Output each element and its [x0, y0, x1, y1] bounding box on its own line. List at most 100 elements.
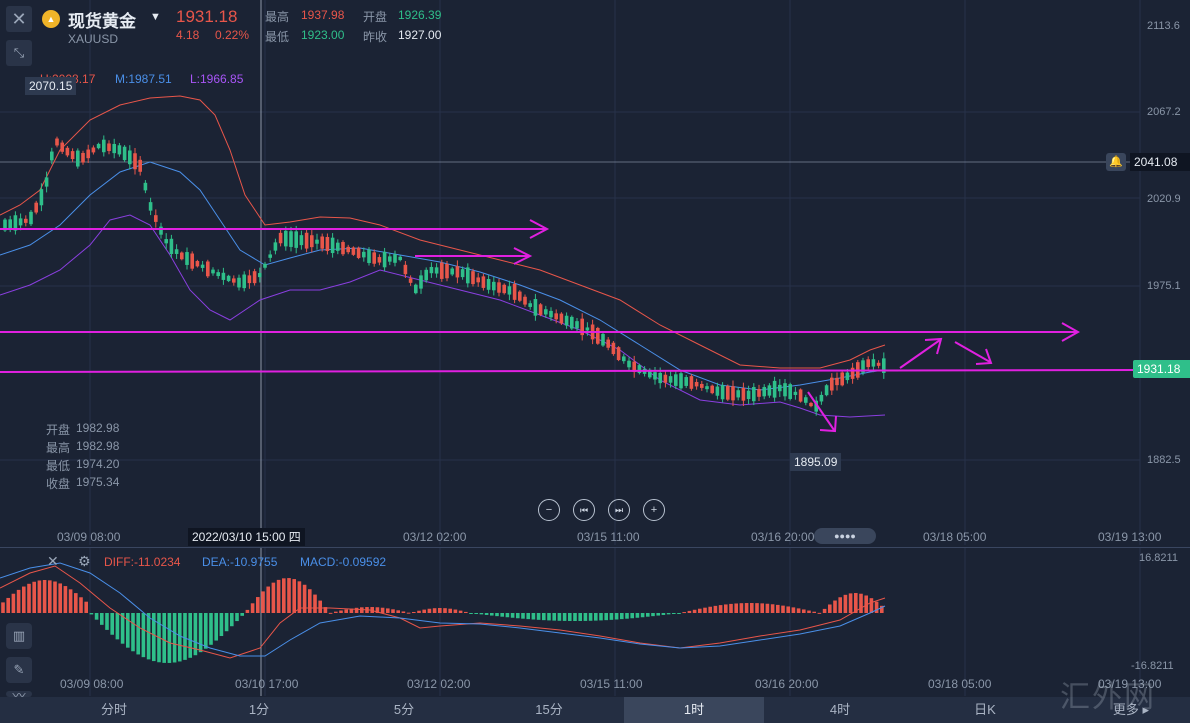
price-axis-tick: 1975.1: [1147, 280, 1181, 292]
candle-body: [861, 360, 865, 373]
candle-body: [533, 298, 538, 316]
candle-body: [658, 372, 662, 384]
ohlc-high-value: 1982.98: [76, 439, 120, 453]
candle-body: [564, 315, 569, 326]
candle-body: [351, 247, 356, 255]
skip-back-icon[interactable]: ⏮: [573, 499, 595, 521]
macd-time-tick: 03/10 17:00: [235, 677, 299, 691]
candle-body: [96, 143, 101, 149]
candle-body: [237, 277, 241, 288]
more-button[interactable]: 更多 ▸: [1112, 702, 1150, 717]
macd-bar: [334, 611, 338, 613]
tab-timeframe[interactable]: 4时: [829, 702, 851, 717]
more-label: 更多: [1112, 702, 1139, 717]
candle-body: [684, 377, 688, 386]
macd-dea-label: DEA:-10.9755: [202, 555, 278, 569]
macd-bar: [84, 601, 88, 613]
macd-axis-bottom: -16.8211: [1131, 660, 1174, 672]
macd-bar: [682, 612, 686, 614]
skip-forward-icon[interactable]: ⏭: [608, 499, 630, 521]
candle-style-icon[interactable]: ▥: [6, 623, 32, 649]
candle-body: [471, 271, 475, 285]
macd-bar: [807, 610, 811, 613]
indicator-icon[interactable]: 〰: [6, 691, 32, 697]
macd-bar: [370, 607, 374, 613]
candle-body: [637, 365, 642, 374]
macd-bar: [235, 613, 239, 622]
macd-bar: [250, 603, 255, 613]
candle-body: [13, 215, 18, 231]
candle-body: [403, 264, 408, 275]
current-level-line: [0, 369, 1141, 373]
chevron-down-icon[interactable]: ▼: [150, 11, 161, 23]
macd-bar: [833, 600, 837, 613]
macd-bar: [484, 613, 489, 615]
macd-bar: [58, 583, 62, 613]
macd-bar: [94, 613, 99, 620]
tab-timeframe[interactable]: 15分: [535, 702, 563, 717]
down-arrow: [954, 341, 991, 363]
candle-body: [538, 304, 543, 315]
tab-timeframe[interactable]: 1分: [248, 702, 270, 717]
alert-price-tag[interactable]: 2041.08: [1130, 153, 1190, 171]
scroll-handle[interactable]: ●●●●: [814, 528, 876, 544]
collapse-icon[interactable]: ⤡: [6, 40, 32, 66]
candle-body: [34, 202, 38, 213]
ohlc-close-label: 收盘: [46, 477, 71, 491]
price-chart[interactable]: [0, 0, 1190, 545]
candle-body: [606, 339, 610, 348]
prev-close-label: 昨收: [363, 30, 388, 44]
macd-bar: [63, 586, 68, 613]
candle-body: [304, 232, 309, 249]
macd-bar: [432, 608, 437, 613]
candle-body: [866, 359, 870, 368]
macd-bar: [703, 607, 707, 613]
tab-timeframe[interactable]: 分时: [100, 702, 127, 717]
candle-body: [429, 266, 434, 274]
macd-bar: [42, 580, 47, 613]
macd-bar: [781, 605, 785, 613]
macd-bar: [677, 613, 681, 614]
tab-timeframe[interactable]: 日K: [974, 702, 996, 717]
candle-body: [726, 385, 730, 400]
macd-bar: [344, 609, 348, 613]
macd-time-tick: 03/18 05:00: [928, 677, 992, 691]
macd-bar: [74, 593, 78, 613]
candle-body: [336, 242, 340, 251]
macd-bar: [209, 613, 213, 645]
candle-body: [112, 143, 116, 154]
macd-bar: [828, 604, 832, 613]
macd-bar: [755, 603, 759, 613]
current-price: 1931.18: [176, 7, 238, 26]
candle-body: [512, 283, 517, 300]
macd-bar: [796, 608, 801, 613]
zoom-out-icon[interactable]: −: [538, 499, 560, 521]
macd-bar: [245, 609, 250, 613]
macd-bar: [729, 603, 733, 613]
macd-chart[interactable]: [0, 548, 1190, 696]
candle-body: [622, 356, 626, 362]
boll-middle-label: M:1987.51: [115, 72, 172, 86]
price-axis-tick: 2067.2: [1147, 106, 1181, 118]
candle-body: [50, 151, 54, 161]
candle-body: [55, 138, 59, 146]
tab-timeframe[interactable]: 5分: [393, 702, 415, 717]
close-icon[interactable]: ✕: [6, 6, 32, 32]
macd-bar: [406, 612, 411, 614]
draw-tool-icon[interactable]: ✎: [6, 657, 32, 683]
bell-icon[interactable]: 🔔: [1106, 153, 1126, 171]
macd-diff-label: DIFF:-11.0234: [104, 555, 181, 569]
arrow-head: [513, 247, 533, 265]
macd-bar: [698, 608, 702, 613]
settings-icon[interactable]: ⚙: [78, 553, 91, 569]
zoom-in-icon[interactable]: +: [643, 499, 665, 521]
close-icon[interactable]: ✕: [47, 553, 59, 569]
macd-bar: [453, 609, 458, 613]
macd-bar: [448, 608, 452, 613]
tab-timeframe-active[interactable]: 1时: [624, 697, 764, 723]
candle-body: [65, 147, 70, 156]
instrument-name[interactable]: 现货黄金: [68, 12, 136, 31]
macd-time-tick: 03/16 20:00: [755, 677, 819, 691]
macd-bar: [817, 612, 822, 614]
macd-bar: [100, 613, 104, 625]
